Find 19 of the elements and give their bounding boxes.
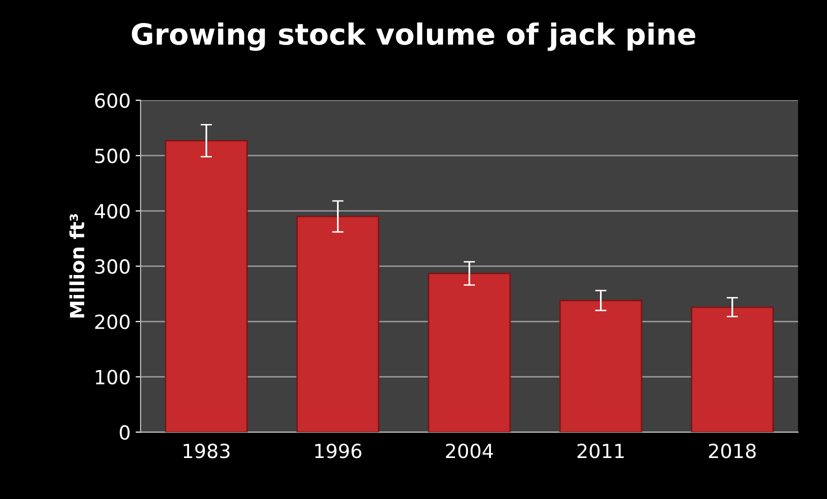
bar: [296, 216, 380, 432]
chart-title: Growing stock volume of jack pine: [132, 22, 696, 51]
x-tick-label: 1983: [184, 444, 230, 458]
x-tick-label: 1996: [315, 444, 362, 458]
bar: [428, 272, 511, 432]
x-tick-label: 2018: [708, 444, 756, 458]
y-axis-title: Million ft³: [69, 214, 84, 318]
bar: [164, 140, 248, 432]
y-tick-label: 600: [95, 93, 130, 108]
x-tick-label: 2011: [577, 444, 624, 458]
bar: [559, 300, 642, 432]
y-tick-label: 300: [95, 259, 130, 274]
bar: [690, 306, 774, 432]
y-tick-label: 400: [94, 204, 130, 219]
x-tick-label: 2004: [446, 444, 493, 458]
y-tick-label: 0: [120, 425, 130, 440]
y-tick-label: 100: [96, 370, 130, 384]
y-tick-label: 500: [95, 148, 130, 164]
y-tick-label: 200: [95, 314, 130, 330]
